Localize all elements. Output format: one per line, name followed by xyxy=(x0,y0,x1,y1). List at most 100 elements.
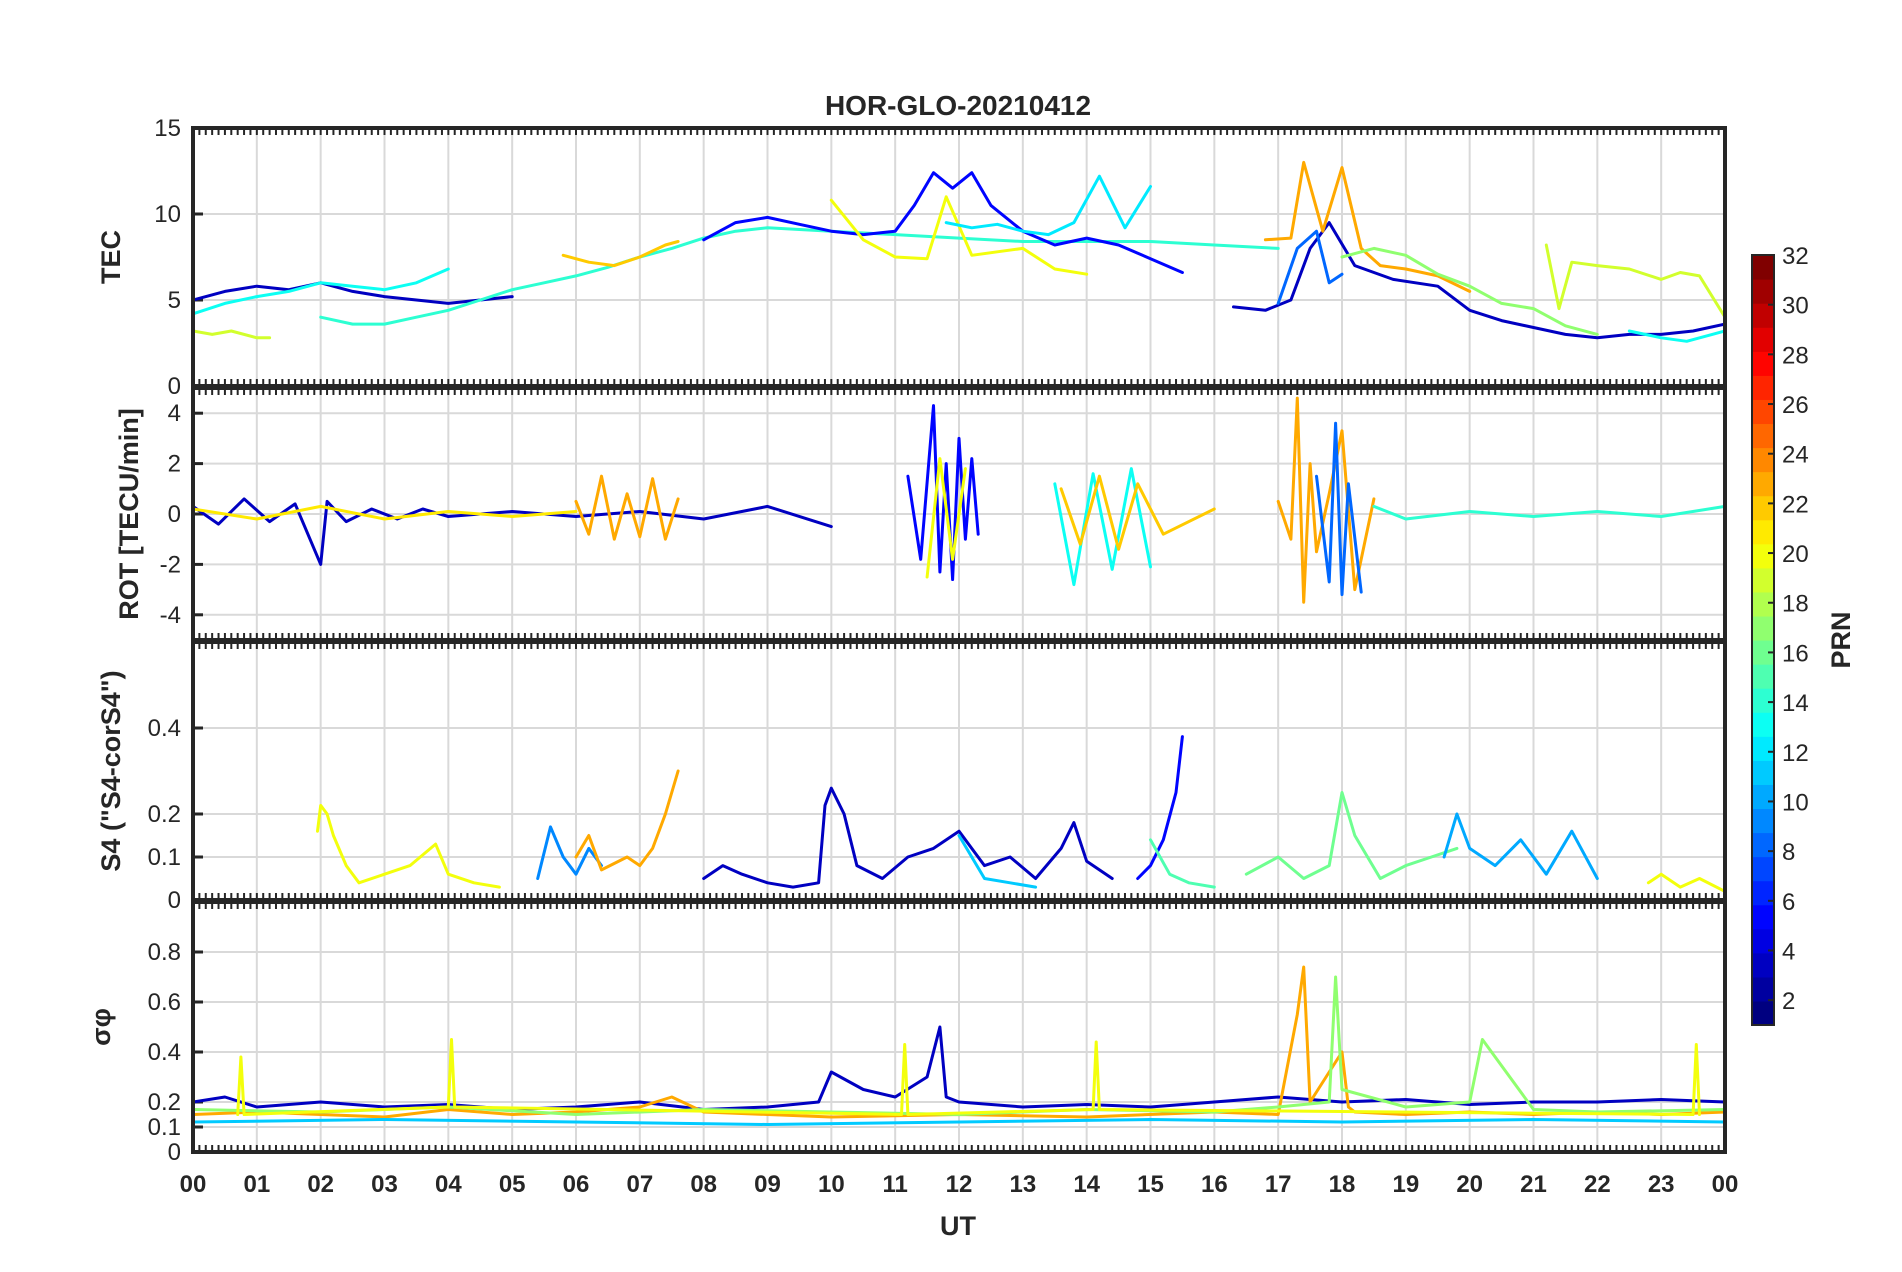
y-tick-label: 0.1 xyxy=(148,1114,181,1141)
colorbar-tick-label: 20 xyxy=(1782,541,1809,568)
colorbar-tick-label: 10 xyxy=(1782,789,1809,816)
series-line-prn-20 xyxy=(1646,872,1725,893)
x-axis: 00 01 02 03 04 05 06 07 08 09 10 11 12 13 14 15 16 17 18 19… xyxy=(180,1171,1739,1198)
y-tick-label: 0 xyxy=(168,373,181,400)
y-tick-label: 2 xyxy=(168,451,181,478)
x-tick-label: 20 xyxy=(1456,1171,1483,1198)
colorbar-tick-label: 32 xyxy=(1782,243,1809,270)
series-line-prn-23 xyxy=(574,769,680,872)
series-line-prn-20 xyxy=(316,803,501,889)
colorbar-swatch xyxy=(1752,664,1774,689)
series-line-prn-19 xyxy=(1544,243,1725,319)
colorbar-swatch xyxy=(1752,952,1774,978)
series-group-s4 xyxy=(316,735,1725,893)
series-line-prn-22 xyxy=(561,240,680,268)
series-group-sigphi xyxy=(193,965,1725,1126)
x-tick-label: 09 xyxy=(754,1171,781,1198)
series-line-prn-22 xyxy=(1059,474,1216,551)
colorbar-swatch xyxy=(1752,856,1774,882)
colorbar-swatch xyxy=(1752,712,1774,737)
series-line-prn-14 xyxy=(1372,504,1725,521)
colorbar-swatch xyxy=(1752,327,1774,352)
colorbar-swatch xyxy=(1752,471,1774,497)
colorbar-tick-label: 28 xyxy=(1782,342,1809,369)
y-axis-label-rot: ROT [TECU/min] xyxy=(114,408,144,619)
colorbar-swatch xyxy=(1752,351,1774,376)
series-line-prn-16 xyxy=(1244,791,1459,880)
x-tick-label: 02 xyxy=(307,1171,334,1198)
x-tick-label: 19 xyxy=(1392,1171,1419,1198)
colorbar-tick-label: 2 xyxy=(1782,988,1795,1015)
x-tick-label: 13 xyxy=(1009,1171,1036,1198)
panel-frame xyxy=(191,900,1727,1154)
y-tick-label: 0 xyxy=(168,501,181,528)
colorbar-swatch xyxy=(1752,519,1774,545)
series-line-prn-13 xyxy=(1627,329,1725,343)
panel-sigphi: 00.10.2 0.4 0.6 0.8 σφ xyxy=(86,900,1727,1166)
x-tick-label: 14 xyxy=(1073,1171,1100,1198)
y-axis-label-sigphi: σφ xyxy=(86,1008,116,1046)
colorbar-swatch xyxy=(1752,976,1774,1002)
colorbar-swatch xyxy=(1752,279,1774,304)
colorbar-tick-label: 6 xyxy=(1782,889,1795,916)
y-tick-label: 15 xyxy=(154,115,181,142)
colorbar-swatch xyxy=(1752,303,1774,328)
colorbar-swatch xyxy=(1752,591,1774,617)
colorbar-swatch xyxy=(1752,423,1774,449)
colorbar-swatch xyxy=(1752,808,1774,834)
colorbar-swatch xyxy=(1752,567,1774,593)
colorbar-tick-label: 8 xyxy=(1782,839,1795,866)
panel-rot: -4 -2 0 2 4 ROT [TECU/min] xyxy=(114,386,1727,642)
x-tick-label: 06 xyxy=(563,1171,590,1198)
series-line-prn-15 xyxy=(1149,838,1216,889)
colorbar-swatch xyxy=(1752,784,1774,810)
series-line-prn-23 xyxy=(1276,396,1376,604)
colorbar-swatch xyxy=(1752,495,1774,521)
colorbar-tick-label: 18 xyxy=(1782,591,1809,618)
colorbar-tick-label: 24 xyxy=(1782,442,1809,469)
colorbar-tick-label: 16 xyxy=(1782,640,1809,667)
colorbar-swatch xyxy=(1752,904,1774,930)
y-tick-label: 0.2 xyxy=(148,1089,181,1116)
series-line-prn-11 xyxy=(957,834,1038,889)
colorbar-swatch xyxy=(1752,736,1774,761)
x-tick-label: 23 xyxy=(1648,1171,1675,1198)
colorbar-frame xyxy=(1751,254,1775,1026)
x-tick-label: 03 xyxy=(371,1171,398,1198)
colorbar-tick-label: 12 xyxy=(1782,740,1809,767)
y-tick-label: 10 xyxy=(154,201,181,228)
x-axis-label: UT xyxy=(940,1211,976,1241)
colorbar-tick-label: 14 xyxy=(1782,690,1809,717)
colorbar-swatch xyxy=(1752,399,1774,425)
y-tick-label: 5 xyxy=(168,287,181,314)
x-tick-label: 22 xyxy=(1584,1171,1611,1198)
y-tick-label: -2 xyxy=(160,551,181,578)
x-tick-label: 11 xyxy=(882,1171,907,1198)
series-line-prn-10 xyxy=(1442,812,1599,880)
x-tick-label: 00 xyxy=(1712,1171,1739,1198)
x-tick-label: 01 xyxy=(243,1171,270,1198)
colorbar-swatch xyxy=(1752,928,1774,954)
colorbar-tick-label: 26 xyxy=(1782,392,1809,419)
colorbar-swatch xyxy=(1752,1000,1774,1026)
series-line-prn-11 xyxy=(193,1118,1725,1126)
minor-ticks xyxy=(192,388,1726,640)
x-tick-label: 08 xyxy=(690,1171,717,1198)
y-tick-label: 0 xyxy=(168,1139,181,1166)
colorbar-swatch xyxy=(1752,543,1774,569)
x-tick-label: 10 xyxy=(818,1171,845,1198)
y-axis-label-s4: S4 ("S4-corS4") xyxy=(96,670,126,871)
y-tick-label: 0.1 xyxy=(148,844,181,871)
colorbar-swatch xyxy=(1752,880,1774,906)
series-line-prn-3 xyxy=(193,281,514,305)
colorbar-tick-label: 30 xyxy=(1782,293,1809,320)
series-group-tec xyxy=(193,160,1725,343)
series-line-prn-17 xyxy=(193,975,1725,1116)
series-line-prn-12 xyxy=(944,174,1152,237)
x-tick-label: 04 xyxy=(435,1171,462,1198)
colorbar-swatch xyxy=(1752,615,1774,641)
series-line-prn-23 xyxy=(574,474,680,541)
colorbar-label: PRN xyxy=(1826,611,1856,668)
series-line-prn-9 xyxy=(536,825,603,880)
